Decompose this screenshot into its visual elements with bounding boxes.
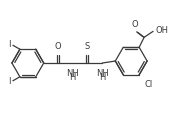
Text: O: O [54,42,61,51]
Text: NH: NH [96,69,109,78]
Text: I: I [8,77,11,86]
Text: Cl: Cl [144,80,152,89]
Text: H: H [69,73,76,82]
Text: NH: NH [66,69,79,78]
Text: H: H [99,73,106,82]
Text: O: O [132,20,139,29]
Text: I: I [8,40,11,49]
Text: S: S [85,42,90,51]
Text: OH: OH [155,26,168,35]
